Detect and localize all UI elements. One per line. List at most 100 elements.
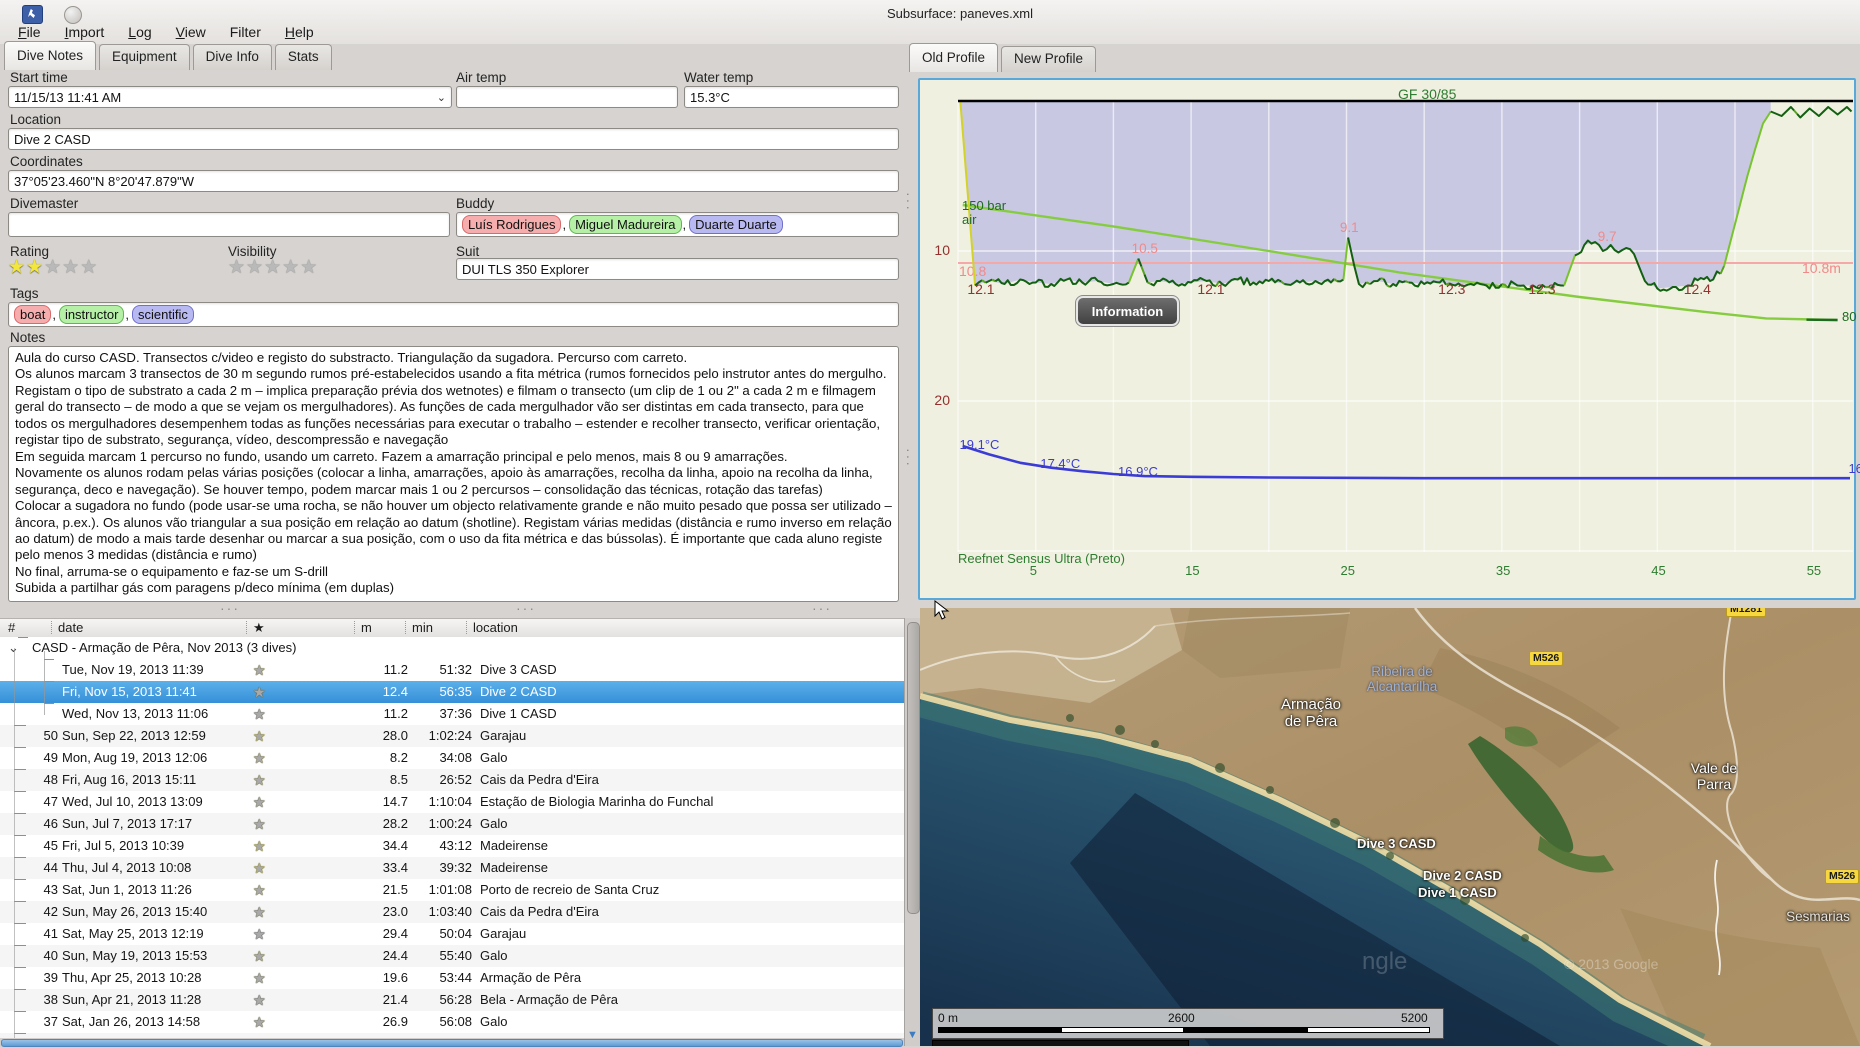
dive-depth: 28.0: [352, 725, 408, 747]
divemaster-input[interactable]: [8, 212, 450, 237]
buddy-input[interactable]: Luís Rodrigues,Miguel Madureira,Duarte D…: [456, 212, 899, 237]
temperature-label: 16.9°C: [1118, 464, 1158, 479]
star-icon: ★: [253, 923, 266, 945]
time-axis-tick: 25: [1341, 563, 1355, 578]
dive-duration: 43:12: [408, 835, 472, 857]
visibility-stars[interactable]: ★★★★★: [228, 256, 318, 279]
star-icon[interactable]: ★: [8, 257, 26, 278]
water-temp-input[interactable]: 15.3°C: [684, 86, 899, 108]
tab-new-profile[interactable]: New Profile: [1001, 46, 1096, 72]
dive-number: 44: [24, 857, 58, 879]
dive-location: Galo: [480, 813, 507, 835]
column-header-location[interactable]: location: [473, 620, 518, 635]
dive-depth: 14.7: [352, 791, 408, 813]
scroll-down-arrow-icon[interactable]: ▼: [905, 1026, 920, 1044]
menu-item-log[interactable]: Log: [118, 22, 161, 44]
vertical-splitter-handle[interactable]: ···: [901, 192, 917, 212]
star-icon[interactable]: ★: [62, 257, 80, 278]
coordinates-label: Coordinates: [10, 154, 83, 169]
star-icon[interactable]: ★: [44, 257, 62, 278]
dive-list-header[interactable]: # date ★ m min location: [0, 618, 904, 638]
device-label: Reefnet Sensus Ultra (Preto): [958, 551, 1125, 566]
star-icon: ★: [253, 1011, 266, 1033]
scrollbar-thumb[interactable]: [907, 622, 920, 914]
tab-dive-notes[interactable]: Dive Notes: [4, 41, 96, 70]
column-header-duration[interactable]: min: [412, 620, 433, 635]
divemaster-label: Divemaster: [10, 196, 78, 211]
star-icon[interactable]: ★: [300, 257, 318, 278]
start-time-combobox[interactable]: 11/15/13 11:41 AM ⌄: [8, 86, 452, 108]
tab-equipment[interactable]: Equipment: [99, 44, 190, 70]
star-icon[interactable]: ★: [26, 257, 44, 278]
pill-instructor: instructor: [59, 305, 124, 324]
column-header-date[interactable]: date: [58, 620, 83, 635]
vertical-splitter-handle[interactable]: ···: [901, 448, 917, 468]
dive-duration: 53:44: [408, 967, 472, 989]
dive-list-vertical-scrollbar[interactable]: ▼: [904, 618, 920, 1046]
location-input[interactable]: Dive 2 CASD: [8, 128, 899, 150]
menu-item-help[interactable]: Help: [275, 22, 324, 44]
star-icon: ★: [253, 857, 266, 879]
dive-profile-chart[interactable]: 10.8: [918, 78, 1856, 600]
column-header-num[interactable]: #: [8, 620, 15, 635]
splitter-handle[interactable]: ···: [812, 600, 832, 616]
dive-duration: 1:00:24: [408, 813, 472, 835]
notes-textarea[interactable]: Aula do curso CASD. Transectos c/video e…: [8, 346, 899, 602]
star-icon[interactable]: ★: [246, 257, 264, 278]
column-header-depth[interactable]: m: [361, 620, 372, 635]
dive-location: Garajau: [480, 725, 526, 747]
star-icon: ★: [253, 725, 266, 747]
suit-label: Suit: [456, 244, 479, 259]
star-icon[interactable]: ★: [80, 257, 98, 278]
dive-list-horizontal-scrollbar[interactable]: [0, 1038, 904, 1046]
tab-dive-info[interactable]: Dive Info: [193, 44, 272, 70]
dive-location: Galo: [480, 945, 507, 967]
star-icon[interactable]: ★: [282, 257, 300, 278]
star-icon: ★: [253, 703, 266, 725]
splitter-handle[interactable]: ···: [220, 600, 240, 616]
rating-stars[interactable]: ★★★★★: [8, 256, 98, 279]
dive-depth: 24.4: [352, 945, 408, 967]
profile-peak-label: 9.1: [1340, 220, 1359, 235]
column-header-stars[interactable]: ★: [253, 620, 265, 636]
air-temp-label: Air temp: [456, 70, 506, 85]
air-temp-input[interactable]: [456, 86, 678, 108]
star-icon[interactable]: ★: [228, 257, 246, 278]
chevron-down-icon[interactable]: ⌄: [437, 91, 446, 104]
dive-date: Sat, Jun 1, 2013 11:26: [62, 879, 192, 901]
map-panel[interactable]: Armação de Pêra Ribeira de Alcantarilha …: [920, 608, 1860, 1046]
time-axis-tick: 45: [1651, 563, 1665, 578]
tags-input[interactable]: boat,instructor,scientific: [8, 302, 899, 327]
temperature-label: 19.1°C: [960, 437, 1000, 452]
menu-item-view[interactable]: View: [166, 22, 216, 44]
dive-date: Sun, May 19, 2013 15:53: [62, 945, 207, 967]
tab-stats[interactable]: Stats: [275, 44, 332, 70]
star-icon[interactable]: ★: [264, 257, 282, 278]
information-button[interactable]: Information: [1076, 296, 1179, 326]
suit-input[interactable]: DUI TLS 350 Explorer: [456, 258, 899, 280]
menu-item-filter[interactable]: Filter: [220, 22, 271, 44]
trip-row[interactable]: ⌄CASD - Armação de Pêra, Nov 2013 (3 div…: [0, 637, 904, 659]
coordinates-input[interactable]: 37°05'23.460"N 8°20'47.879"W: [8, 170, 899, 192]
splitter-handle[interactable]: ···: [516, 600, 536, 616]
dive-depth: 21.5: [352, 879, 408, 901]
dive-depth: 23.0: [352, 901, 408, 923]
tab-old-profile[interactable]: Old Profile: [909, 43, 998, 72]
